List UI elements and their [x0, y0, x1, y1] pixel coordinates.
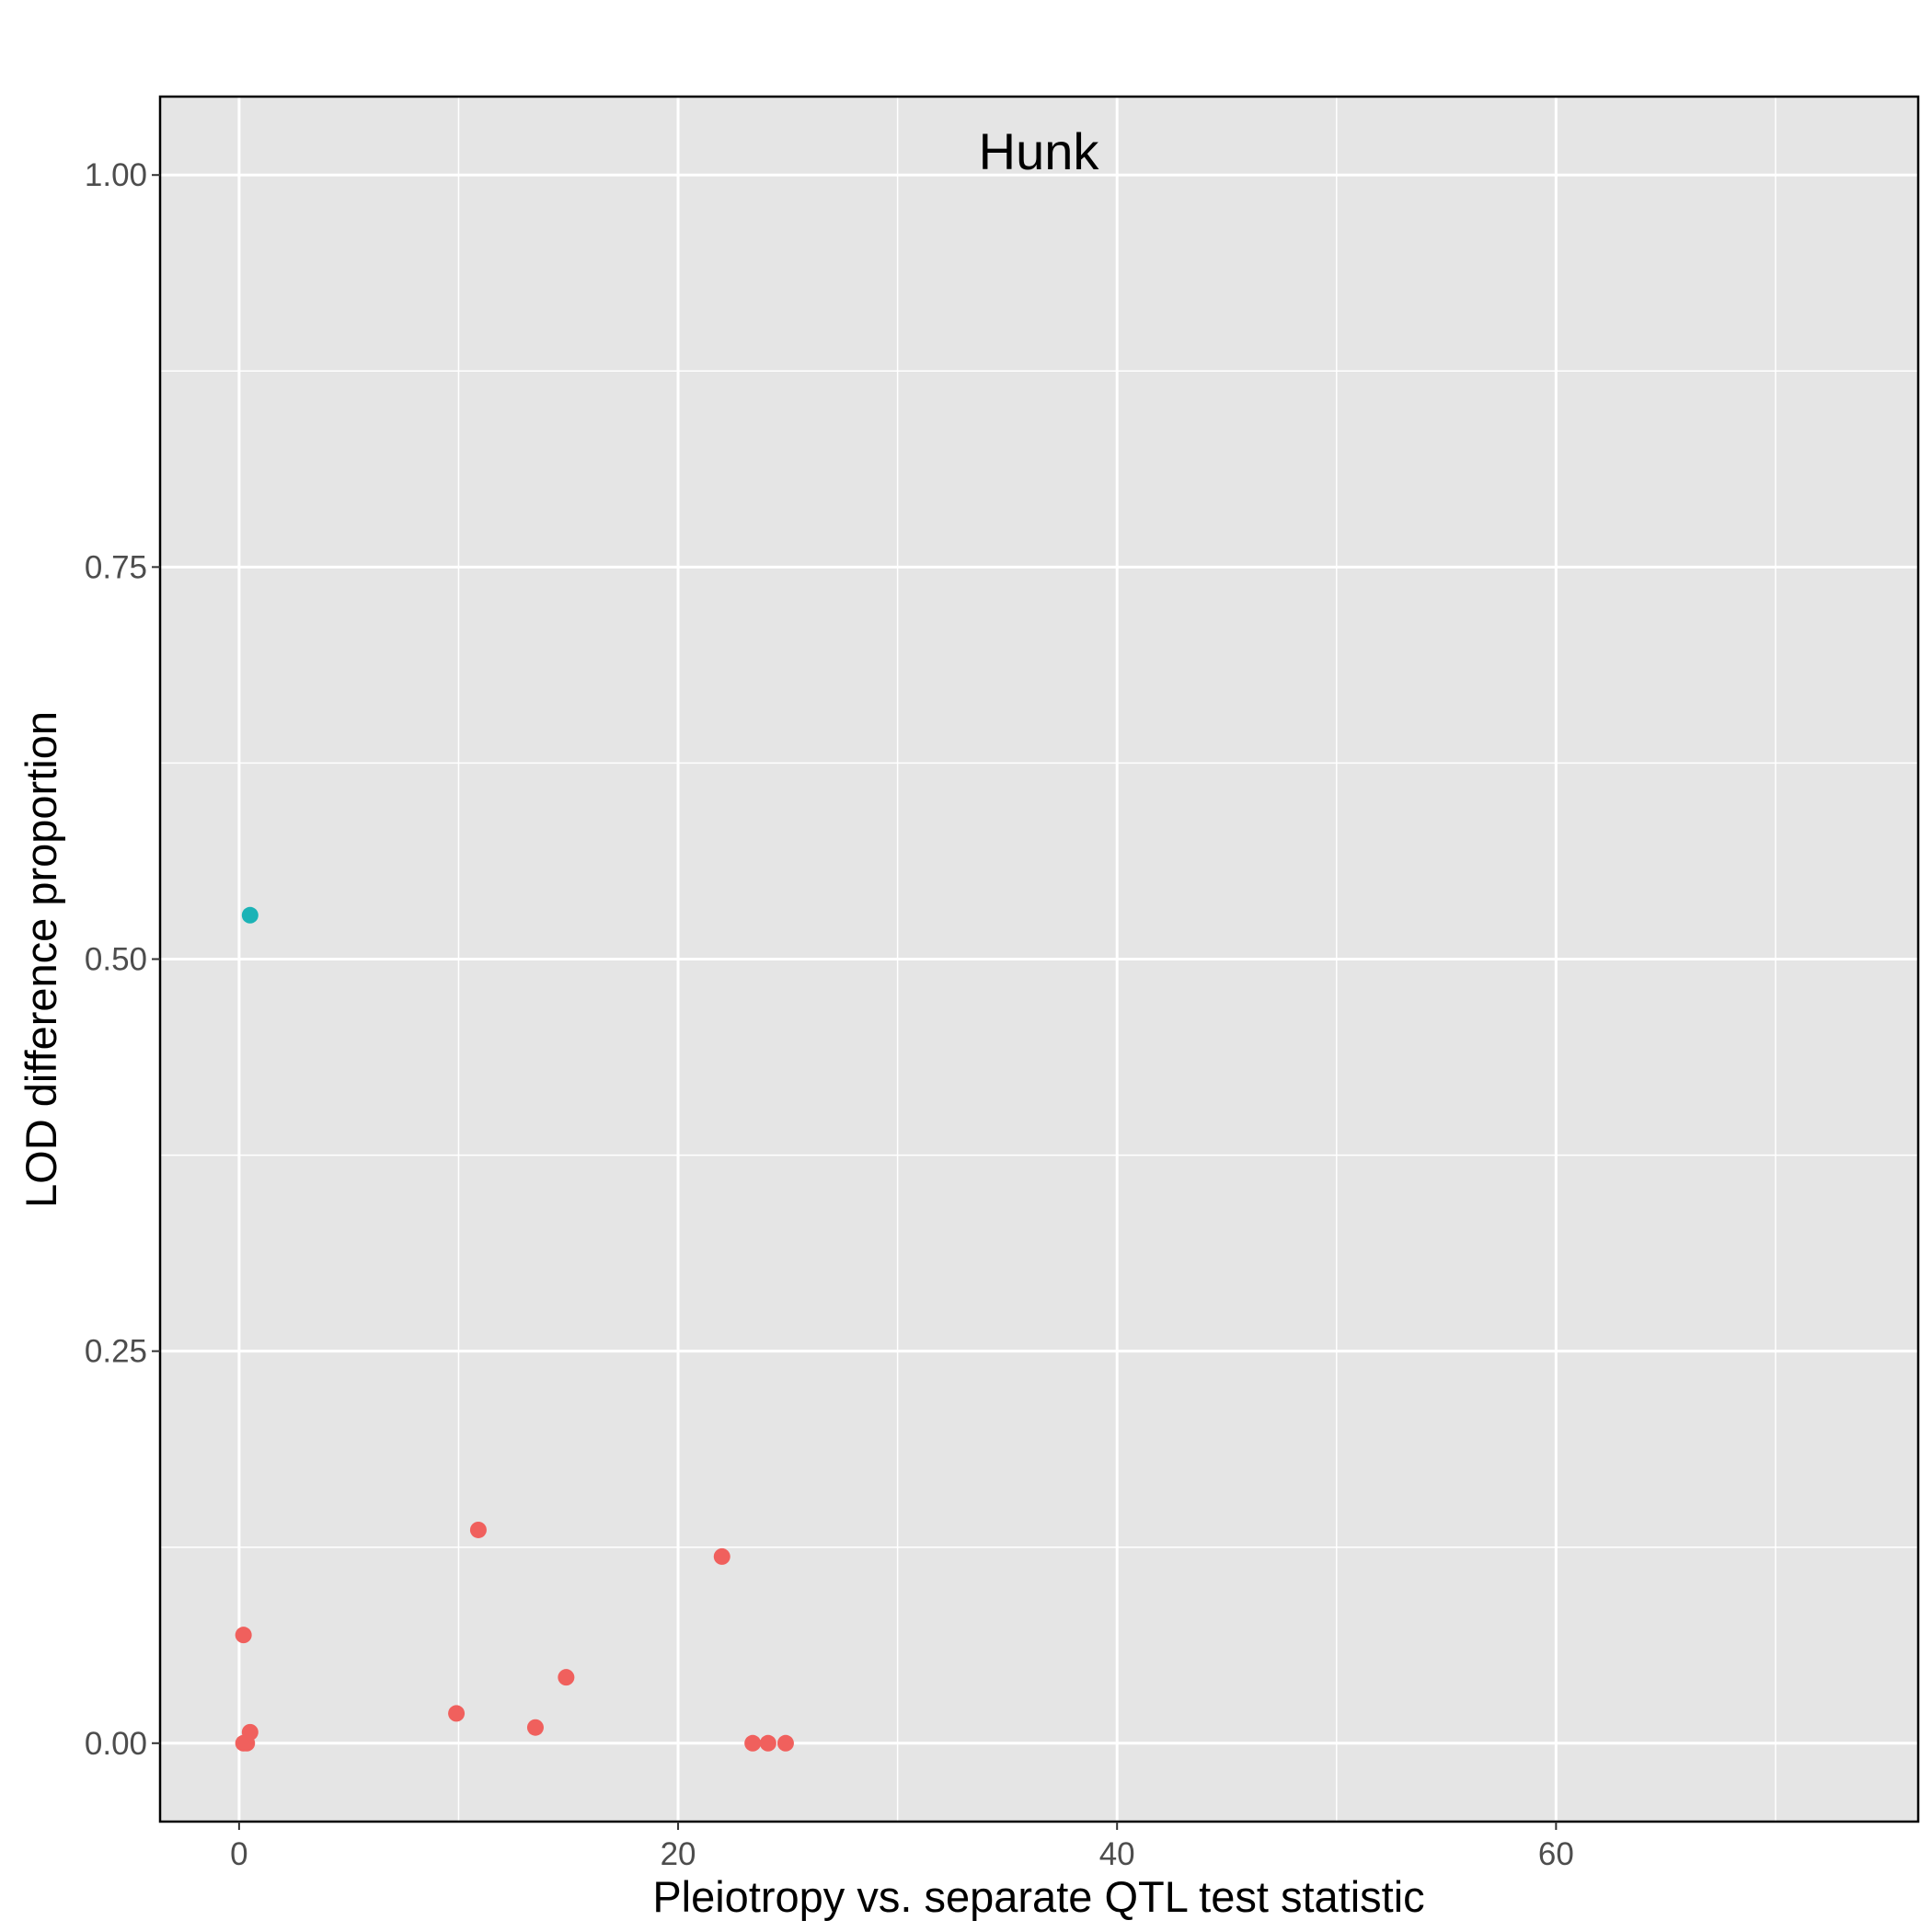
x-tick-label: 40 — [1099, 1836, 1135, 1872]
y-axis-title: LOD difference proportion — [17, 711, 65, 1208]
y-tick-label: 0.50 — [85, 942, 147, 978]
data-point — [526, 1719, 544, 1736]
data-point — [469, 1521, 487, 1538]
data-point — [235, 1627, 252, 1644]
y-tick-label: 0.75 — [85, 549, 147, 585]
data-point — [744, 1734, 762, 1752]
y-axis-ticks: 0.00 0.25 0.50 0.75 1.00 — [85, 157, 160, 1762]
x-axis-ticks: 0 20 40 60 — [230, 1822, 1574, 1872]
data-point — [448, 1705, 466, 1722]
x-axis-title: Pleiotropy vs. separate QTL test statist… — [652, 1872, 1424, 1921]
data-point — [558, 1669, 575, 1686]
x-tick-label: 0 — [230, 1836, 247, 1872]
x-tick-label: 60 — [1538, 1836, 1574, 1872]
chart-title: Hunk — [979, 122, 1100, 180]
data-point — [241, 906, 259, 924]
data-points — [235, 906, 794, 1752]
data-point — [759, 1734, 776, 1752]
data-point — [776, 1734, 794, 1752]
data-point — [713, 1547, 730, 1565]
x-tick-label: 20 — [661, 1836, 696, 1872]
y-tick-label: 1.00 — [85, 157, 147, 193]
y-tick-label: 0.00 — [85, 1726, 147, 1762]
data-point — [241, 1723, 259, 1741]
major-gridlines — [160, 97, 1918, 1822]
y-tick-label: 0.25 — [85, 1334, 147, 1370]
